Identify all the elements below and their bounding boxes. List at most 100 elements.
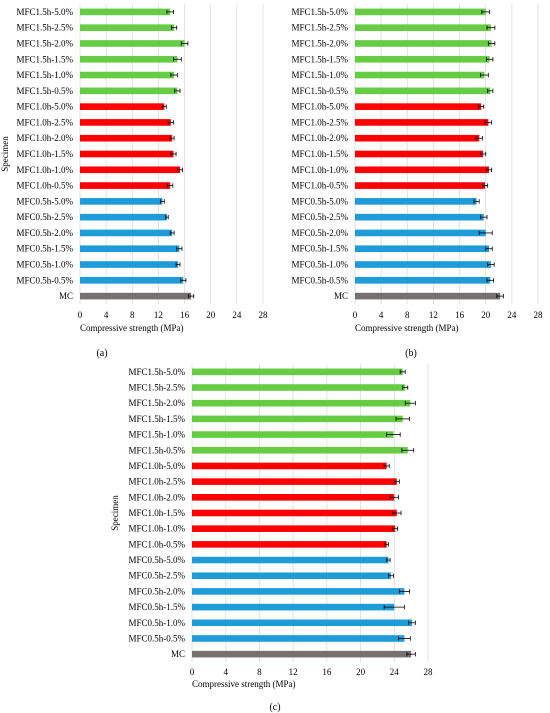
bar	[80, 87, 178, 95]
category-label: MFC1.0h-1.0%	[16, 165, 73, 175]
category-label: MFC1.5h-2.0%	[291, 38, 348, 48]
category-label: MFC0.5h-2.5%	[128, 571, 185, 581]
bar	[192, 525, 396, 532]
error-bar	[485, 167, 492, 172]
category-label: MFC1.0h-0.5%	[291, 181, 348, 191]
error-bar	[174, 88, 181, 94]
x-tick-label: 12	[429, 310, 438, 320]
error-bar	[487, 41, 496, 46]
category-label: MFC1.5h-2.5%	[128, 383, 185, 393]
bar	[355, 40, 492, 47]
category-label: MFC0.5h-0.5%	[291, 275, 348, 285]
error-bar	[406, 651, 416, 657]
bar	[192, 415, 403, 423]
chart-panel-a: MC MFC0.5h-0.5% MFC0.5h-1.0% MFC0.5h-1.5% MF…	[0, 0, 275, 362]
error-bar	[480, 151, 487, 157]
bar	[355, 229, 486, 237]
x-tick-label: 24	[390, 667, 400, 677]
error-bar	[398, 589, 410, 594]
error-bar	[171, 25, 178, 30]
error-bar	[486, 25, 496, 30]
x-tick-label: 8	[130, 310, 135, 320]
error-bar	[159, 199, 165, 204]
error-bar	[167, 183, 174, 188]
error-bar	[485, 57, 494, 62]
category-label: MFC0.5h-2.0%	[128, 586, 185, 596]
bar	[192, 650, 412, 658]
bar	[192, 588, 405, 595]
error-bar	[170, 72, 178, 78]
error-bar	[480, 72, 489, 78]
category-label: MFC1.5h-2.5%	[16, 23, 73, 33]
category-label: MFC1.5h-2.0%	[16, 38, 73, 48]
category-label: MFC0.5h-0.5%	[16, 275, 73, 285]
category-label: MFC1.5h-5.0%	[128, 367, 185, 377]
bar	[80, 277, 184, 284]
x-tick-label: 28	[424, 667, 434, 677]
bar	[192, 431, 394, 438]
x-tick-label: 28	[259, 310, 269, 320]
bar	[192, 572, 391, 580]
error-bar	[167, 120, 174, 125]
category-label: MFC0.5h-5.0%	[16, 196, 73, 206]
bar	[80, 182, 171, 189]
bar	[355, 119, 489, 126]
bar	[80, 166, 180, 174]
category-label: MFC0.5h-2.5%	[291, 212, 348, 222]
category-label: MFC1.5h-2.5%	[291, 23, 348, 33]
category-label: MFC0.5h-5.0%	[291, 196, 348, 206]
bar	[80, 245, 180, 253]
category-label: MFC0.5h-1.0%	[16, 260, 73, 270]
error-bar	[180, 41, 189, 46]
error-bar	[404, 401, 416, 406]
bar	[192, 603, 395, 611]
category-label: MFC1.5h-0.5%	[16, 86, 73, 96]
x-tick-label: 12	[289, 667, 298, 677]
category-label: MFC0.5h-0.5%	[128, 633, 185, 643]
bar	[192, 494, 395, 501]
error-bar	[180, 278, 187, 283]
error-bar	[383, 604, 405, 610]
bar	[355, 182, 486, 189]
error-bar	[475, 136, 483, 141]
category-label: MC	[59, 291, 73, 301]
category-label: MC	[171, 649, 185, 659]
category-label: MFC1.5h-1.0%	[16, 70, 73, 80]
error-bar	[386, 432, 401, 437]
error-bar	[482, 183, 489, 188]
bar	[192, 556, 389, 564]
panel-label: (a)	[96, 348, 107, 359]
x-tick-label: 8	[257, 667, 262, 677]
x-tick-label: 4	[379, 310, 384, 320]
error-bar	[401, 448, 415, 453]
bar	[355, 261, 491, 268]
category-label: MFC1.5h-1.5%	[291, 54, 348, 64]
category-label: MFC1.0h-1.0%	[128, 524, 185, 534]
bar	[192, 384, 406, 391]
category-label: MFC1.5h-2.0%	[128, 398, 185, 408]
error-bar	[392, 510, 402, 516]
bar	[80, 119, 171, 126]
bar	[80, 24, 175, 31]
error-bar	[398, 636, 411, 641]
category-label: MFC1.5h-5.0%	[291, 7, 348, 17]
category-label: MFC1.0h-0.5%	[128, 539, 185, 549]
bar	[192, 509, 397, 517]
bar	[355, 87, 491, 95]
chart-panel-c: MC MFC0.5h-0.5% MFC0.5h-1.0% MFC0.5h-1.5% MF…	[110, 358, 440, 713]
error-bar	[487, 262, 495, 267]
category-label: MFC1.5h-0.5%	[291, 86, 348, 96]
category-label: MFC1.5h-0.5%	[128, 445, 185, 455]
bar	[355, 166, 489, 174]
category-label: MFC1.0h-1.5%	[291, 149, 348, 159]
error-bar	[188, 293, 195, 299]
bar	[192, 368, 403, 376]
bar	[80, 213, 167, 221]
bar	[80, 55, 178, 63]
bar	[355, 103, 482, 110]
error-bar	[169, 230, 175, 236]
category-label: MFC1.0h-2.5%	[291, 117, 348, 127]
error-bar	[387, 573, 394, 578]
error-bar	[166, 9, 174, 15]
category-label: MFC1.5h-1.5%	[128, 414, 185, 424]
